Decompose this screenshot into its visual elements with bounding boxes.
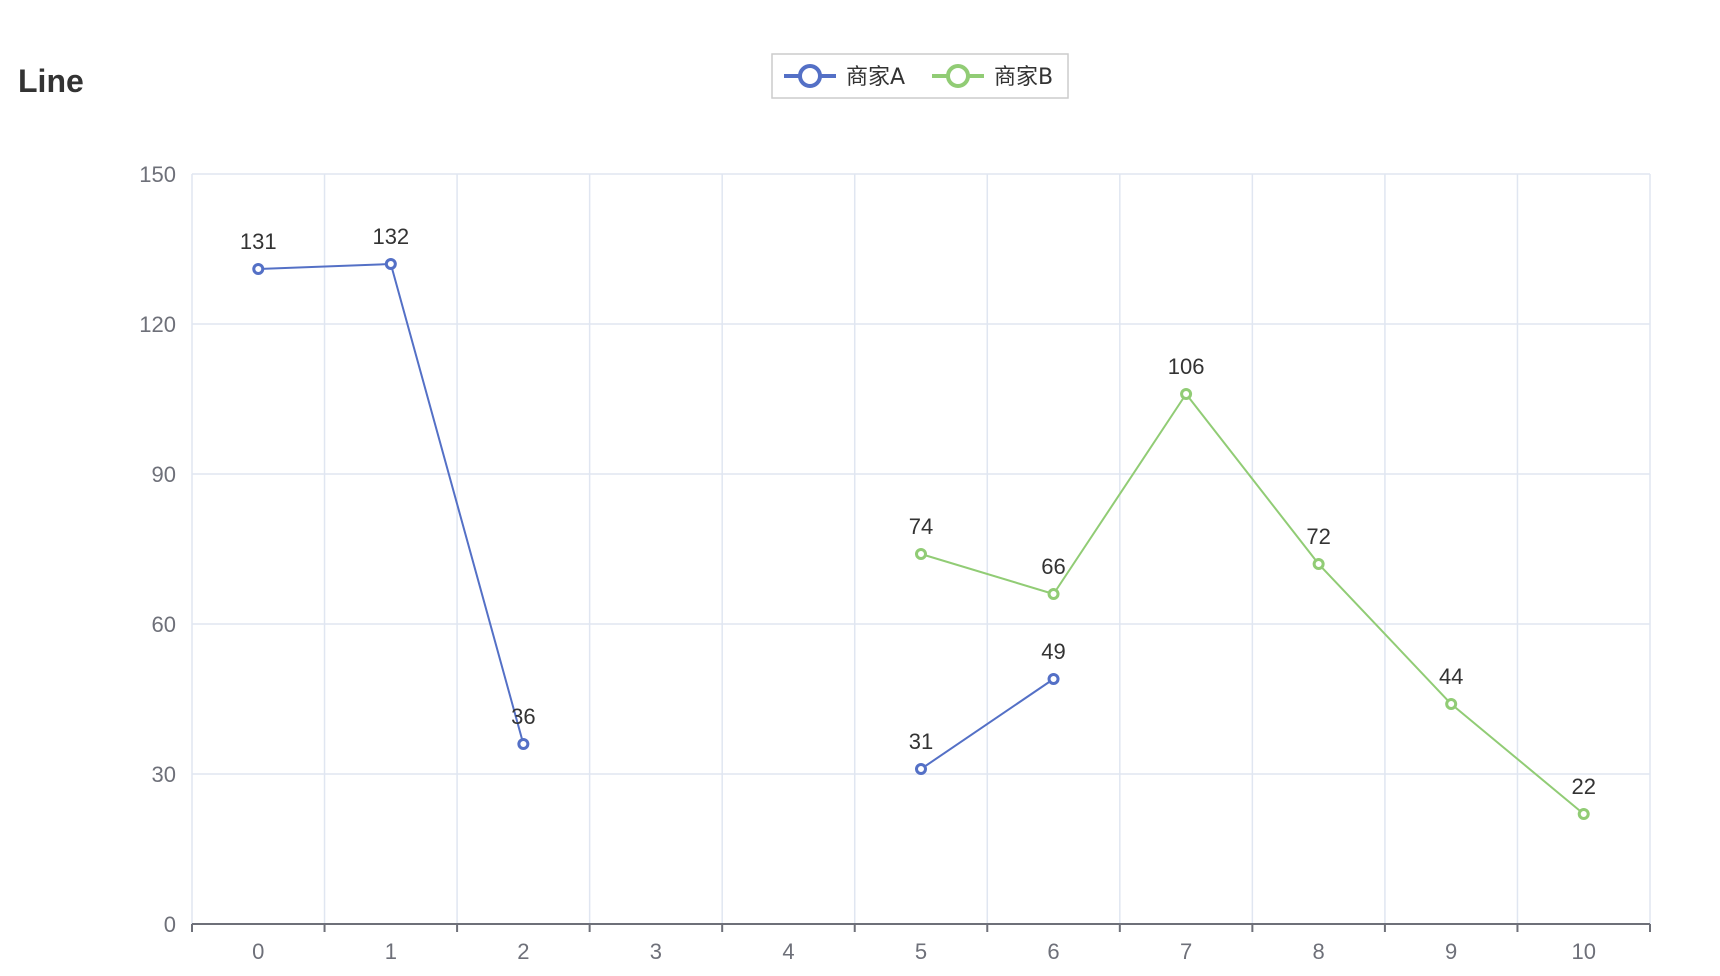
y-tick-label: 120: [139, 312, 176, 337]
data-label-series-a: 131: [240, 229, 277, 254]
plot-labels: 131 132 36 31 49 74 66 106 72 44 22: [240, 224, 1596, 820]
legend: 商家A 商家B: [771, 53, 1069, 99]
point-series-b: [1180, 388, 1193, 400]
y-tick-label: 90: [152, 462, 176, 487]
point-series-b: [1047, 588, 1060, 600]
point-series-b: [915, 548, 927, 560]
line-series-b: [920, 393, 1585, 815]
x-tick-label: 9: [1445, 939, 1457, 964]
point-series-a: [517, 738, 530, 750]
x-tick-label: 3: [650, 939, 662, 964]
data-label-series-b: 106: [1168, 354, 1205, 379]
point-series-a: [252, 263, 265, 275]
point-series-b: [1312, 558, 1325, 570]
plot-grid: [191, 173, 1651, 924]
point-series-a: [915, 763, 927, 775]
x-tick-label: 0: [252, 939, 264, 964]
x-tick-label: 5: [915, 939, 927, 964]
x-tick-label: 8: [1313, 939, 1325, 964]
plot-axes: 0 30 60 90 120 150 0 1 2 3 4 5 6 7 8 9 10: [139, 162, 1651, 964]
y-tick-label: 30: [152, 762, 176, 787]
legend-label-series-a: 商家A: [846, 65, 905, 90]
y-tick-label: 0: [164, 912, 176, 937]
x-tick-label: 10: [1571, 939, 1595, 964]
line-series-a: [920, 678, 1055, 770]
point-series-b: [1445, 698, 1458, 710]
data-label-series-b: 72: [1306, 524, 1330, 549]
legend-marker-series-a: [798, 64, 822, 88]
legend-item-series-a[interactable]: 商家A: [784, 64, 905, 90]
data-label-series-a: 132: [372, 224, 409, 249]
line-series-a: [258, 263, 525, 745]
chart-title: Line: [18, 63, 84, 99]
y-tick-label: 60: [152, 612, 176, 637]
x-tick-label: 4: [782, 939, 794, 964]
data-label-series-b: 66: [1041, 554, 1065, 579]
data-label-series-a: 36: [511, 704, 535, 729]
data-label-series-b: 74: [909, 514, 933, 539]
x-tick-label: 2: [517, 939, 529, 964]
point-series-b: [1577, 808, 1590, 820]
x-tick-label: 6: [1047, 939, 1059, 964]
legend-item-series-b[interactable]: 商家B: [932, 64, 1053, 90]
y-tick-label: 150: [139, 162, 176, 187]
point-series-a: [384, 258, 397, 270]
point-series-a: [1047, 673, 1060, 685]
data-label-series-a: 49: [1041, 639, 1065, 664]
x-tick-label: 1: [385, 939, 397, 964]
legend-label-series-b: 商家B: [994, 65, 1053, 90]
data-label-series-b: 44: [1439, 664, 1463, 689]
data-label-series-a: 31: [909, 729, 933, 754]
legend-marker-series-b: [946, 64, 970, 88]
data-label-series-b: 22: [1571, 774, 1595, 799]
x-tick-label: 7: [1180, 939, 1192, 964]
